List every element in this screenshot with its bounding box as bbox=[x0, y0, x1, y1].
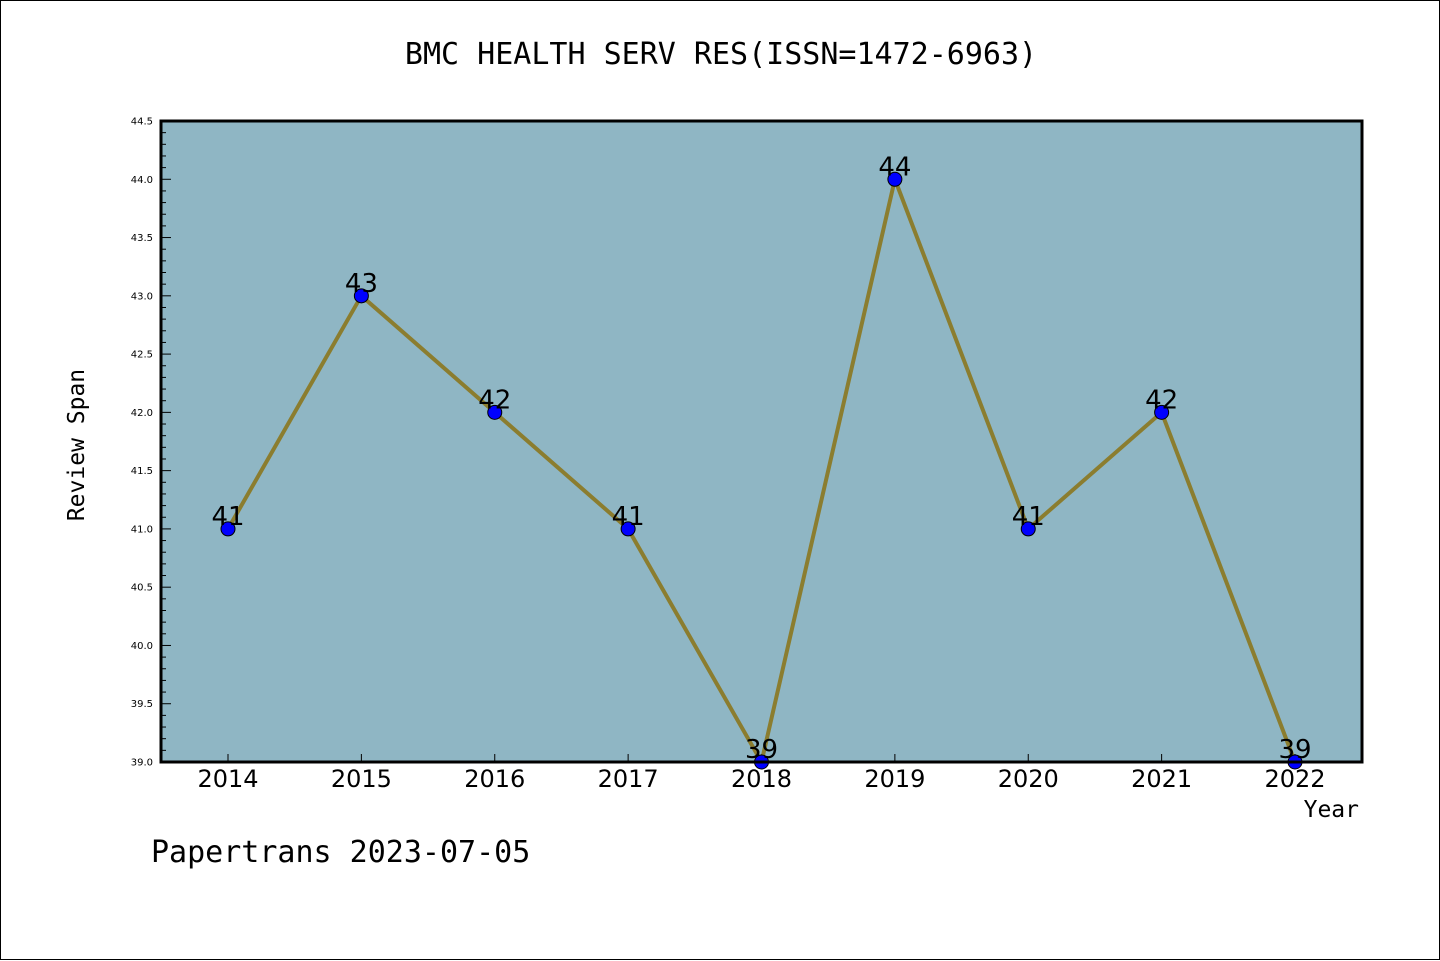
chart-title: BMC HEALTH SERV RES(ISSN=1472-6963) bbox=[404, 37, 1038, 72]
y-tick-label: 41.0 bbox=[131, 524, 153, 535]
footer-note: Papertrans 2023-07-05 bbox=[151, 835, 531, 870]
data-label: 39 bbox=[1278, 735, 1311, 765]
x-tick-label: 2021 bbox=[1131, 765, 1192, 793]
data-point bbox=[1020, 521, 1036, 537]
y-tick-label: 39.0 bbox=[131, 758, 153, 769]
x-tick-label: 2019 bbox=[864, 765, 925, 793]
plot-border bbox=[159, 119, 1364, 764]
data-label: 41 bbox=[1012, 502, 1045, 532]
y-tick-label: 44.0 bbox=[131, 175, 153, 186]
plot-area bbox=[161, 121, 1362, 762]
data-label: 39 bbox=[745, 735, 778, 765]
data-label: 42 bbox=[478, 385, 511, 415]
x-axis-label: Year bbox=[1303, 797, 1359, 823]
x-tick-label: 2022 bbox=[1264, 765, 1325, 793]
data-label: 41 bbox=[211, 502, 244, 532]
y-tick-label: 41.5 bbox=[131, 466, 153, 477]
y-tick-label: 43.5 bbox=[131, 233, 153, 244]
data-point bbox=[887, 171, 903, 187]
data-point bbox=[220, 521, 236, 537]
data-point bbox=[353, 288, 369, 304]
x-tick-label: 2020 bbox=[998, 765, 1059, 793]
y-tick-label: 42.0 bbox=[131, 408, 153, 419]
y-tick-label: 40.5 bbox=[131, 583, 153, 594]
data-point bbox=[487, 404, 503, 420]
data-label: 42 bbox=[1145, 385, 1178, 415]
x-tick-label: 2014 bbox=[197, 765, 258, 793]
y-tick-label: 40.0 bbox=[131, 641, 153, 652]
data-label: 43 bbox=[345, 269, 378, 299]
y-tick-label: 44.5 bbox=[131, 117, 153, 128]
x-tick-label: 2016 bbox=[464, 765, 525, 793]
x-tick-label: 2018 bbox=[731, 765, 792, 793]
data-label: 41 bbox=[612, 502, 645, 532]
x-tick-label: 2015 bbox=[331, 765, 392, 793]
data-point bbox=[620, 521, 636, 537]
x-tick-label: 2017 bbox=[598, 765, 659, 793]
data-label: 44 bbox=[878, 152, 911, 182]
y-tick-label: 43.0 bbox=[131, 291, 153, 302]
data-point bbox=[1154, 404, 1170, 420]
y-tick-label: 42.5 bbox=[131, 350, 153, 361]
y-tick-label: 39.5 bbox=[131, 699, 153, 710]
